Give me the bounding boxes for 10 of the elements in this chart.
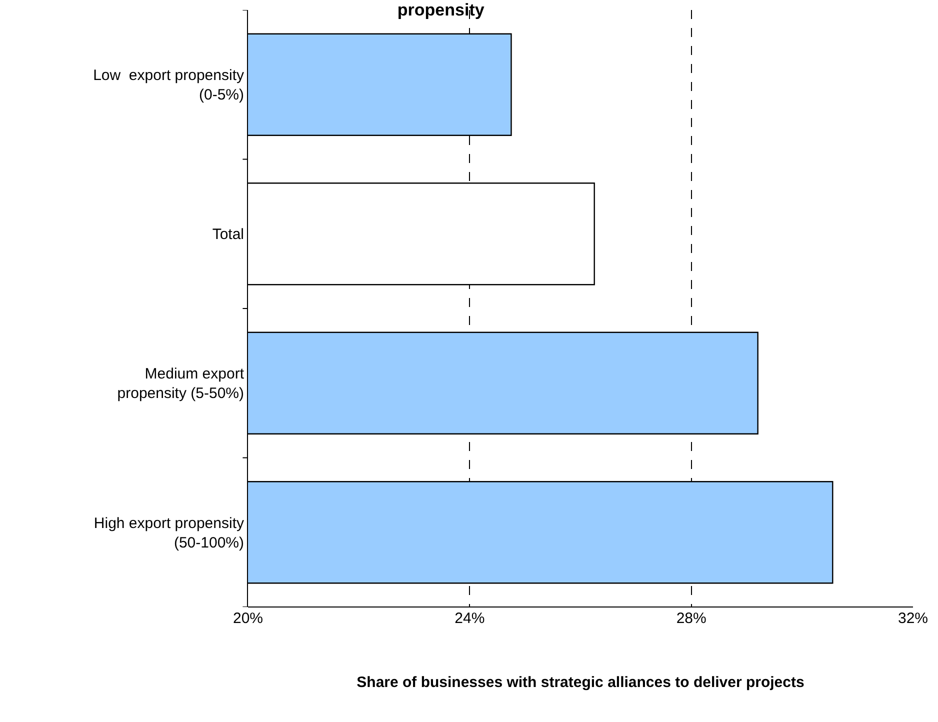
- y-tick-label: Low export propensity (0-5%): [93, 67, 244, 104]
- chart-title: propensity: [397, 0, 485, 20]
- y-tick-label: Medium export propensity (5-50%): [117, 366, 245, 402]
- x-tick-label: 28%: [676, 610, 706, 627]
- x-tick-label: 20%: [232, 610, 264, 627]
- y-tick-label: High export propensity (50-100%): [94, 514, 244, 552]
- x-tick-label: 24%: [454, 610, 485, 627]
- x-tick-label: 32%: [898, 610, 928, 627]
- x-axis-title: Share of businesses with strategic alliances to deliver projects: [356, 674, 804, 691]
- y-tick-label: Total: [212, 226, 244, 244]
